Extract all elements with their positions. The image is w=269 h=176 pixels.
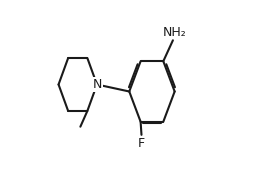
Text: N: N <box>92 78 102 91</box>
Text: NH₂: NH₂ <box>163 26 186 39</box>
Text: F: F <box>138 137 145 150</box>
